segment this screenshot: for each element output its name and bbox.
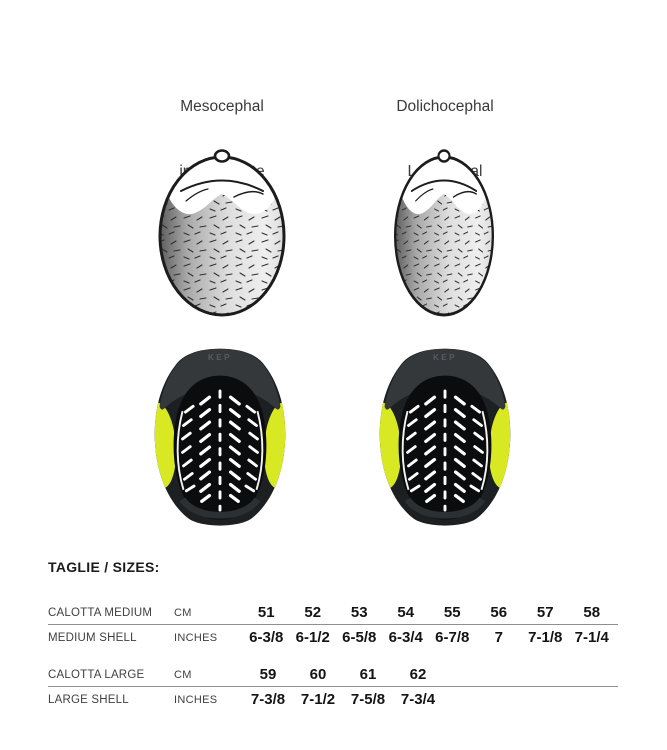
size-value: 53 xyxy=(350,604,368,621)
head-top-illustration-intermediate-oval xyxy=(158,149,286,317)
size-value: 59 xyxy=(259,666,277,683)
size-value: 6-5/8 xyxy=(342,629,377,646)
size-value: 6-1/2 xyxy=(295,629,330,646)
size-value: 54 xyxy=(397,604,415,621)
table-row-large-shell-inches: LARGE SHELL INCHES 7-3/8 7-1/2 7-5/8 7-3… xyxy=(48,690,443,710)
size-value: 6-7/8 xyxy=(435,629,470,646)
size-value: 61 xyxy=(359,666,377,683)
row-label: MEDIUM SHELL xyxy=(48,632,137,644)
size-value: 57 xyxy=(536,604,554,621)
row-unit: INCHES xyxy=(174,632,218,644)
table-row-medium-shell-inches: MEDIUM SHELL INCHES 6-3/8 6-1/2 6-5/8 6-… xyxy=(48,628,615,648)
size-value: 58 xyxy=(583,604,601,621)
table-divider xyxy=(48,686,618,687)
row-label: CALOTTA LARGE xyxy=(48,669,145,681)
table-row-calotta-medium-cm: CALOTTA MEDIUM CM 51 52 53 54 55 56 57 5… xyxy=(48,603,615,623)
sizes-table-heading: TAGLIE / SIZES: xyxy=(48,559,160,575)
table-divider xyxy=(48,624,618,625)
size-value: 7-1/4 xyxy=(574,629,609,646)
size-value: 7 xyxy=(494,629,503,646)
size-value: 7-1/2 xyxy=(300,691,336,708)
title-line: Mesocephal xyxy=(180,98,264,115)
row-label: CALOTTA MEDIUM xyxy=(48,607,153,619)
title-line: Dolichocephal xyxy=(396,98,494,115)
size-value: 6-3/8 xyxy=(249,629,284,646)
size-value: 6-3/4 xyxy=(388,629,423,646)
row-unit: INCHES xyxy=(174,694,218,706)
size-value: 52 xyxy=(304,604,322,621)
size-value: 60 xyxy=(309,666,327,683)
table-row-calotta-large-cm: CALOTTA LARGE CM 59 60 61 62 xyxy=(48,665,443,685)
size-value: 56 xyxy=(490,604,508,621)
size-value: 55 xyxy=(443,604,461,621)
size-value: 7-5/8 xyxy=(350,691,386,708)
row-label: LARGE SHELL xyxy=(48,694,129,706)
row-unit: CM xyxy=(174,669,192,681)
helmet-liner-illustration-left xyxy=(148,342,292,534)
row-unit: CM xyxy=(174,607,192,619)
head-top-illustration-long-oval xyxy=(393,149,495,317)
helmet-liner-illustration-right xyxy=(373,342,517,534)
size-value: 7-1/8 xyxy=(528,629,563,646)
size-value: 7-3/4 xyxy=(400,691,436,708)
size-value: 7-3/8 xyxy=(250,691,286,708)
size-value: 62 xyxy=(409,666,427,683)
size-value: 51 xyxy=(257,604,275,621)
